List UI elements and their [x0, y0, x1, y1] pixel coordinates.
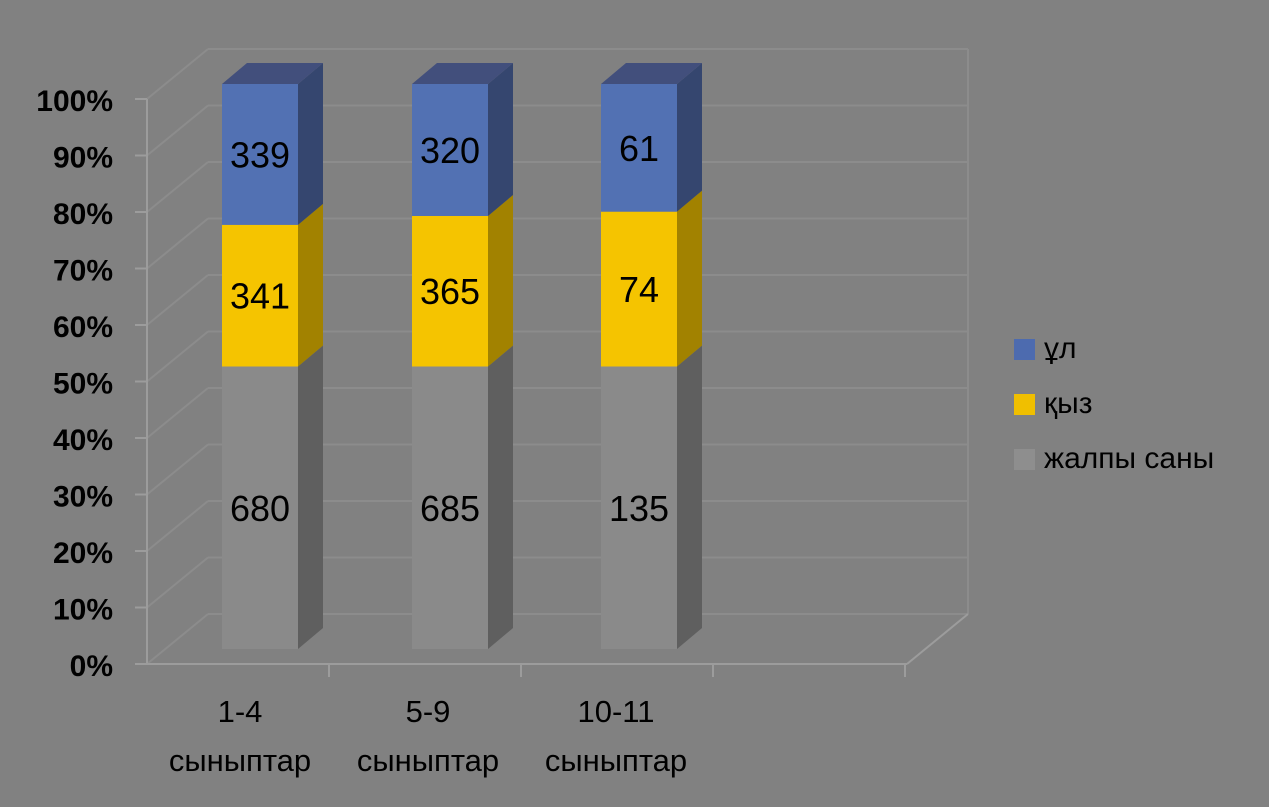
bar-segment-side — [298, 63, 323, 225]
gridline-depth-segment — [146, 274, 209, 326]
y-axis-label: 90% — [53, 142, 113, 175]
gridline-depth-segment — [146, 556, 209, 609]
legend-label: ұл — [1044, 332, 1077, 365]
x-axis-category-label: 10-11 — [578, 694, 655, 729]
y-axis-label: 100% — [36, 85, 113, 118]
y-axis-label: 40% — [53, 424, 113, 457]
legend-swatch-icon — [1014, 448, 1035, 470]
gridline-depth-segment — [146, 613, 209, 665]
y-axis-label: 70% — [53, 255, 113, 288]
bar-segment-front — [412, 215, 488, 367]
y-axis-label: 10% — [53, 594, 113, 627]
x-axis-category-label: сыныптар — [169, 743, 311, 778]
bar-top-face — [222, 63, 323, 84]
chart-legend: ұл қыз жалпы саны — [1014, 332, 1215, 475]
bar-segment-front — [412, 84, 488, 216]
bar-segment-side — [298, 203, 323, 367]
data-label: 685 — [420, 488, 480, 529]
bar-segment-front — [601, 211, 677, 367]
bar-top-face — [601, 63, 702, 84]
bar-segment-front — [601, 366, 677, 649]
floor-right-edge — [906, 613, 969, 665]
gridline-depth-segment — [146, 161, 209, 213]
bar-segment-side — [677, 345, 702, 649]
data-label: 341 — [230, 276, 290, 317]
bar-segment-front — [601, 84, 677, 212]
bar-segment-front — [412, 366, 488, 649]
gridline-depth-segment — [146, 330, 209, 383]
y-axis-label: 60% — [53, 311, 113, 344]
y-axis-label: 50% — [53, 368, 113, 401]
data-label: 320 — [420, 130, 480, 171]
gridline-depth-segment — [146, 443, 209, 496]
x-axis-category-label: сыныптар — [545, 743, 687, 778]
bar-segment-side — [488, 345, 513, 649]
data-label: 135 — [609, 488, 669, 529]
gridline-depth-segment — [146, 500, 209, 552]
legend-item: жалпы саны — [1014, 442, 1215, 475]
bar-segment-front — [222, 224, 298, 367]
bar-top-face — [412, 63, 513, 84]
bar-segment-side — [488, 194, 513, 367]
bar-segment-side — [488, 63, 513, 216]
data-label: 61 — [619, 128, 659, 169]
legend-swatch-icon — [1014, 393, 1035, 415]
bar-segment-front — [222, 366, 298, 649]
x-axis-category-label: сыныптар — [357, 743, 499, 778]
y-axis-label: 0% — [70, 650, 113, 683]
data-label: 339 — [230, 134, 290, 175]
gridline-depth-segment — [146, 104, 209, 157]
gridline-depth-segment — [146, 48, 209, 100]
gridline-depth-segment — [146, 387, 209, 439]
legend-label: жалпы саны — [1044, 442, 1215, 475]
x-axis-category-label: 5-9 — [406, 694, 451, 729]
bar-segment-side — [677, 63, 702, 212]
data-label: 74 — [619, 269, 659, 310]
y-axis-label: 30% — [53, 481, 113, 514]
legend-label: қыз — [1044, 387, 1093, 420]
y-axis-label: 20% — [53, 537, 113, 570]
bar-segment-front — [222, 84, 298, 225]
data-label: 680 — [230, 488, 290, 529]
x-axis-category-label: 1-4 — [218, 694, 263, 729]
bar-segment-side — [298, 345, 323, 649]
legend-swatch-icon — [1014, 338, 1035, 360]
data-label: 365 — [420, 271, 480, 312]
y-axis-label: 80% — [53, 198, 113, 231]
legend-item: ұл — [1014, 332, 1214, 365]
legend-item: қыз — [1014, 387, 1214, 420]
bar-segment-side — [677, 190, 702, 367]
gridline-depth-segment — [146, 217, 209, 270]
